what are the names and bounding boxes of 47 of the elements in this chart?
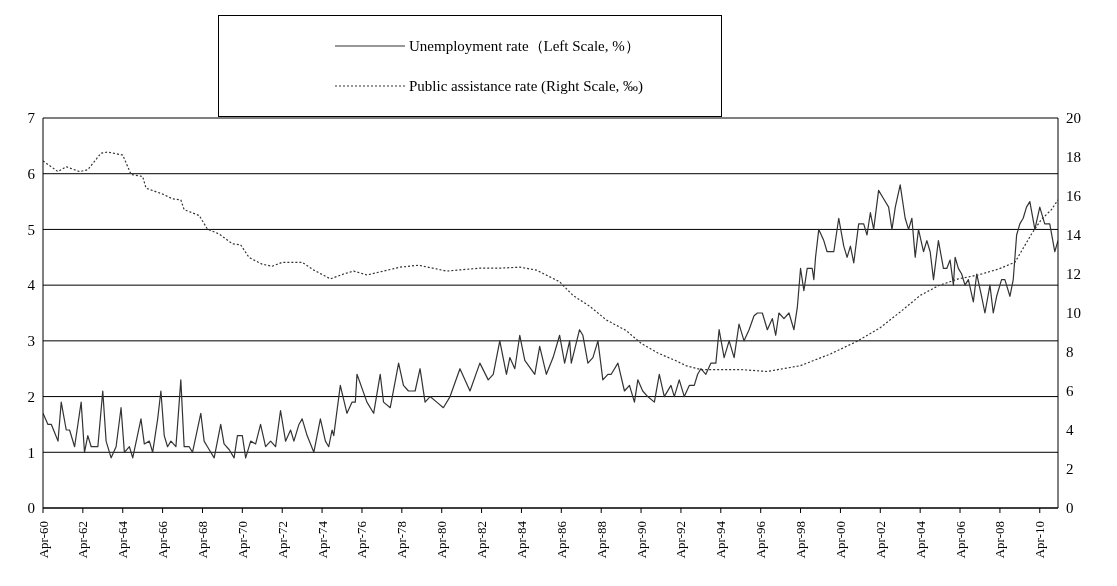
y2-tick-label: 16 — [1066, 188, 1082, 205]
y-tick-label: 5 — [27, 221, 35, 238]
y2-tick-label: 0 — [1066, 500, 1074, 517]
legend-label: Public assistance rate (Right Scale, ‰) — [409, 77, 644, 95]
x-tick-label: Apr-64 — [115, 520, 131, 559]
y2-tick-label: 20 — [1066, 110, 1081, 127]
y-tick-label: 1 — [27, 444, 35, 461]
y2-tick-label: 14 — [1066, 227, 1082, 244]
x-tick-label: Apr-08 — [992, 521, 1008, 559]
x-tick-label: Apr-02 — [872, 521, 888, 559]
y-tick-label: 4 — [27, 277, 36, 294]
y2-tick-label: 2 — [1066, 461, 1074, 478]
y-tick-label: 2 — [27, 388, 35, 405]
x-tick-label: Apr-10 — [1032, 521, 1048, 559]
x-tick-label: Apr-68 — [194, 521, 210, 559]
x-tick-label: Apr-72 — [274, 521, 290, 559]
y-tick-label: 3 — [27, 333, 35, 350]
x-tick-label: Apr-86 — [553, 520, 569, 559]
x-tick-label: Apr-78 — [394, 521, 410, 559]
y2-tick-label: 18 — [1066, 149, 1081, 166]
x-tick-label: Apr-82 — [474, 521, 490, 559]
x-tick-label: Apr-00 — [832, 521, 848, 559]
y-tick-label: 7 — [27, 110, 36, 127]
x-tick-label: Apr-98 — [793, 521, 809, 559]
x-tick-label: Apr-80 — [434, 521, 450, 559]
y2-tick-label: 6 — [1066, 383, 1074, 400]
x-tick-label: Apr-70 — [234, 521, 250, 559]
x-tick-label: Apr-62 — [75, 521, 91, 559]
x-tick-label: Apr-66 — [155, 520, 171, 559]
y-tick-label: 6 — [27, 166, 36, 183]
x-tick-label: Apr-90 — [633, 521, 649, 559]
x-tick-label: Apr-84 — [513, 520, 529, 559]
x-tick-label: Apr-76 — [354, 520, 370, 559]
x-tick-label: Apr-88 — [593, 521, 609, 559]
y2-tick-label: 10 — [1066, 305, 1081, 322]
legend-label: Unemployment rate（Left Scale, %） — [409, 36, 640, 56]
x-tick-label: Apr-92 — [673, 521, 689, 559]
x-tick-label: Apr-04 — [912, 520, 928, 559]
y-tick-label: 0 — [27, 500, 35, 517]
x-tick-label: Apr-60 — [35, 521, 51, 559]
x-tick-label: Apr-94 — [713, 520, 729, 559]
x-tick-label: Apr-74 — [314, 520, 330, 559]
x-tick-label: Apr-06 — [952, 520, 968, 559]
y2-tick-label: 12 — [1066, 266, 1081, 283]
y2-tick-label: 4 — [1066, 422, 1074, 439]
x-tick-label: Apr-96 — [753, 520, 769, 559]
y2-tick-label: 8 — [1066, 344, 1074, 361]
